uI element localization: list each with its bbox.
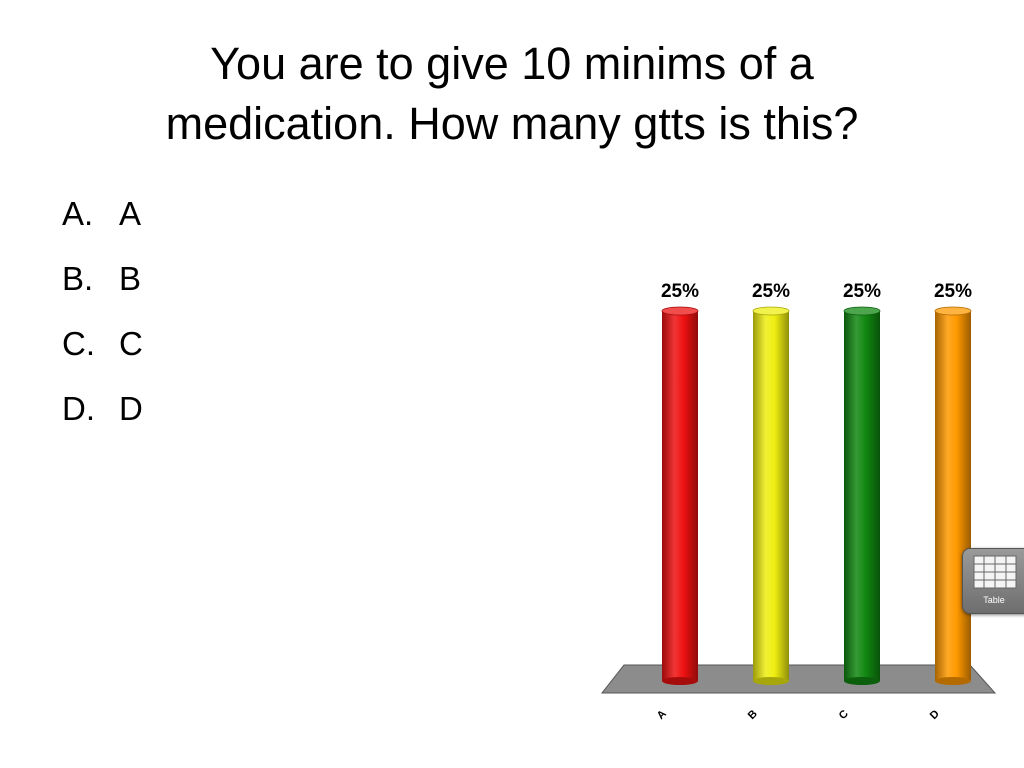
title-line-2: medication. How many gtts is this? (165, 98, 859, 149)
bar-b-base (753, 677, 789, 685)
x-tick-label-d: D (928, 708, 942, 722)
x-tick-label-a: A (655, 708, 669, 722)
data-label-b: 25% (752, 281, 790, 302)
x-tick-label-c: C (837, 708, 851, 722)
option-b: B. B (62, 255, 143, 320)
option-letter: D. (62, 390, 95, 427)
option-c: C. C (62, 320, 143, 385)
bar-d-top (934, 306, 972, 316)
option-letter: C. (62, 325, 95, 362)
table-grid-icon (973, 555, 1017, 589)
slide-title: You are to give 10 minims of a medicatio… (60, 34, 964, 154)
option-text: D (119, 390, 143, 427)
option-letter: A. (62, 195, 94, 232)
table-button-label: Table (983, 595, 1005, 605)
data-label-c: 25% (843, 281, 881, 302)
response-bar-chart: 25% A 25% B 25% C 25% D (600, 281, 997, 722)
bar-d-base (935, 677, 971, 685)
bar-b (753, 311, 789, 681)
option-d: D. D (62, 385, 143, 450)
bar-b-top (752, 306, 790, 316)
option-letter: B. (62, 260, 94, 297)
bar-a (662, 311, 698, 681)
data-label-a: 25% (661, 281, 699, 302)
bar-a-top (661, 306, 699, 316)
bar-c (844, 311, 880, 681)
table-view-button[interactable]: Table (962, 548, 1024, 614)
bar-c-base (844, 677, 880, 685)
option-text: C (119, 325, 143, 362)
option-text: A (119, 195, 142, 232)
title-line-1: You are to give 10 minims of a (210, 38, 814, 89)
bar-a-base (662, 677, 698, 685)
option-text: B (119, 260, 142, 297)
answer-options: A. A B. B C. C D. D (62, 190, 143, 450)
x-tick-label-b: B (746, 708, 760, 722)
data-label-d: 25% (934, 281, 972, 302)
bar-c-top (843, 306, 881, 316)
option-a: A. A (62, 190, 143, 255)
bar-d (935, 311, 971, 681)
